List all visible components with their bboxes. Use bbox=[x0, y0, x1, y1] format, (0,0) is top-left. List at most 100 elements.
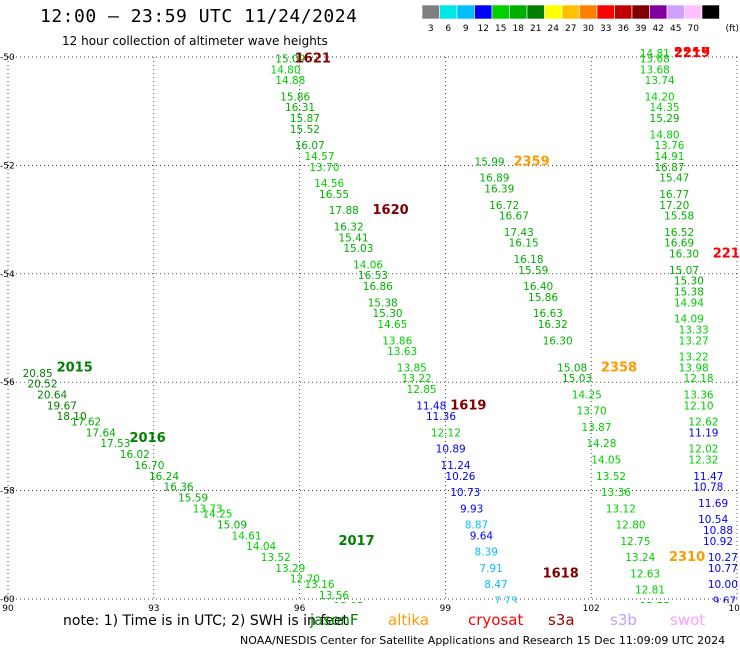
wave-height-point: 13.33 bbox=[679, 324, 709, 336]
wave-height-point: 14.91 bbox=[654, 151, 684, 163]
legend-tick-label: 42 bbox=[653, 24, 664, 34]
x-tick-label: 99 bbox=[440, 604, 452, 614]
wave-height-point: 16.67 bbox=[499, 211, 529, 223]
wave-height-point: 16.07 bbox=[295, 140, 325, 152]
wave-height-point: 9.64 bbox=[470, 530, 494, 542]
legend-tick-label: 21 bbox=[530, 24, 541, 34]
x-tick-label: 96 bbox=[294, 604, 306, 614]
wave-height-point: 12.18 bbox=[684, 373, 714, 385]
y-tick-label: -52 bbox=[0, 161, 15, 171]
wave-height-point: 11.36 bbox=[426, 411, 456, 423]
wave-height-point: 10.78 bbox=[693, 482, 723, 494]
wave-height-point: 15.52 bbox=[290, 124, 320, 136]
wave-height-point: 15.09 bbox=[217, 520, 247, 532]
wave-height-point: 14.35 bbox=[650, 102, 680, 114]
wave-height-point: 17.43 bbox=[504, 227, 534, 239]
wave-height-point: 16.72 bbox=[489, 200, 519, 212]
wave-height-point: 13.86 bbox=[382, 335, 412, 347]
satellite-legend: jasonF altika cryosat s3a s3b swot bbox=[0, 611, 740, 631]
legend-tick-label: 15 bbox=[495, 24, 506, 34]
legend-unit: (ft) bbox=[726, 24, 739, 34]
pass-label: 2358 bbox=[601, 360, 637, 375]
wave-height-point: 13.52 bbox=[596, 471, 626, 483]
wave-height-point: 12.63 bbox=[630, 568, 660, 580]
wave-height-point: 13.36 bbox=[684, 389, 714, 401]
pass-label: 1618 bbox=[543, 566, 579, 581]
wave-height-point: 11.47 bbox=[693, 471, 723, 483]
wave-height-point: 17.62 bbox=[71, 417, 101, 429]
wave-height-point: 15.03 bbox=[562, 373, 592, 385]
wave-height-point: 14.61 bbox=[232, 530, 262, 542]
wave-height-point: 12.32 bbox=[688, 455, 718, 467]
wave-height-point: 14.80 bbox=[270, 64, 300, 76]
wave-height-point: 16.86 bbox=[363, 281, 393, 293]
legend-tick-label: 36 bbox=[618, 24, 630, 34]
wave-height-point: 13.29 bbox=[275, 563, 305, 575]
wave-height-point: 17.64 bbox=[86, 427, 116, 439]
wave-height-point: 13.70 bbox=[577, 406, 607, 418]
wave-height-point: 14.04 bbox=[246, 541, 276, 553]
wave-height-point: 15.29 bbox=[650, 113, 680, 125]
wave-height-point: 7.73 bbox=[494, 595, 517, 607]
wave-height-point: 12.80 bbox=[616, 520, 646, 532]
wave-height-point: 14.28 bbox=[586, 438, 616, 450]
wave-height-point: 14.05 bbox=[591, 455, 621, 467]
wave-height-point: 16.69 bbox=[664, 238, 694, 250]
wave-height-point: 13.52 bbox=[261, 552, 291, 564]
y-tick-label: -50 bbox=[0, 53, 15, 63]
wave-height-point: 10.77 bbox=[708, 563, 738, 575]
note-text: note: 1) Time is in UTC; 2) SWH is in fe… bbox=[63, 613, 349, 629]
wave-height-point: 10.73 bbox=[450, 487, 480, 499]
wave-height-point: 16.39 bbox=[484, 184, 514, 196]
pass-label: 2016 bbox=[130, 431, 166, 446]
wave-height-point: 13.76 bbox=[654, 140, 684, 152]
wave-height-point: 13.68 bbox=[640, 64, 670, 76]
pass-label: 2219 bbox=[674, 46, 710, 61]
wave-height-point: 13.63 bbox=[387, 346, 417, 358]
pass-label: 2359 bbox=[513, 154, 549, 169]
wave-height-point: 17.88 bbox=[329, 205, 359, 217]
wave-height-point: 15.58 bbox=[664, 211, 694, 223]
y-tick-label: -56 bbox=[0, 378, 15, 388]
legend-tick-label: 12 bbox=[478, 24, 489, 34]
wave-height-point: 10.00 bbox=[708, 579, 738, 591]
wave-height-point: 15.30 bbox=[373, 308, 403, 320]
wave-height-point: 14.88 bbox=[275, 75, 305, 87]
wave-height-point: 12.62 bbox=[688, 417, 718, 429]
wave-height-point: 15.30 bbox=[674, 276, 704, 288]
wave-height-point: 15.38 bbox=[674, 286, 704, 298]
wave-height-point: 16.32 bbox=[334, 221, 364, 233]
wave-height-point: 10.54 bbox=[698, 514, 728, 526]
wave-height-point: 15.87 bbox=[290, 113, 320, 125]
y-tick-label: -58 bbox=[0, 487, 15, 497]
wave-height-point: 9.67 bbox=[713, 595, 736, 607]
wave-height-point: 16.32 bbox=[538, 319, 568, 331]
legend-tick-label: 9 bbox=[463, 24, 469, 34]
wave-height-point: 7.91 bbox=[479, 563, 502, 575]
wave-height-point: 14.09 bbox=[674, 314, 704, 326]
wave-height-point: 16.40 bbox=[523, 281, 553, 293]
legend-tick-label: 45 bbox=[670, 24, 681, 34]
wave-height-point: 12.81 bbox=[635, 585, 665, 597]
wave-height-point: 17.53 bbox=[100, 438, 130, 450]
wave-height-point: 13.16 bbox=[304, 579, 334, 591]
wave-height-point: 16.15 bbox=[509, 238, 539, 250]
pass-label: 2310 bbox=[669, 550, 705, 565]
pass-label: 2218 bbox=[713, 247, 740, 262]
wave-height-point: 15.86 bbox=[280, 91, 310, 103]
wave-height-point: 12.36 bbox=[640, 601, 670, 613]
wave-height-point: 16.02 bbox=[120, 449, 150, 461]
satellite-s3b: s3b bbox=[610, 611, 637, 629]
wave-height-point: 16.55 bbox=[319, 189, 349, 201]
wave-height-point: 13.68 bbox=[640, 53, 670, 65]
wave-height-point: 10.27 bbox=[708, 552, 738, 564]
wave-height-point: 13.22 bbox=[679, 352, 709, 364]
wave-height-point: 14.25 bbox=[202, 509, 232, 521]
wave-height-point: 13.73 bbox=[193, 503, 223, 515]
wave-height-point: 13.98 bbox=[679, 362, 709, 374]
satellite-altika: altika bbox=[388, 611, 430, 629]
wave-height-point: 15.03 bbox=[343, 243, 373, 255]
wave-height-point: 10.89 bbox=[436, 444, 466, 456]
color-legend: 3 6 9 12 15 18 21 24 27 30 33 36 39 42 45 70 (ft) bbox=[422, 5, 739, 34]
